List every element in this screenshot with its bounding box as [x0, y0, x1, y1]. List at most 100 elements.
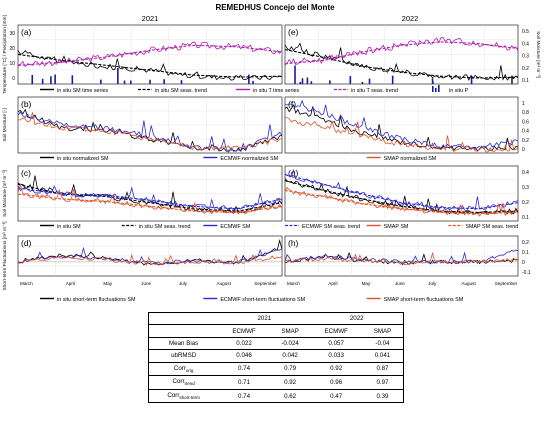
- series-line: [284, 251, 519, 266]
- series-line: [284, 116, 519, 153]
- precip-bar: [130, 80, 132, 84]
- table-cell: 0.96: [310, 375, 362, 390]
- row-label-subscript: short-term: [179, 395, 200, 401]
- table-cell: -0.024: [269, 337, 311, 351]
- table-cell: 0.92: [310, 362, 362, 377]
- year-label-2021: 2021: [142, 14, 159, 23]
- legend-label: ECMWF SM: [220, 224, 250, 230]
- precip-bar: [349, 76, 352, 84]
- row-label: Corrshort-term: [148, 389, 219, 404]
- right-tick-label: 0.1: [522, 78, 529, 84]
- trend-line: [17, 183, 283, 212]
- table-corner: [148, 324, 219, 338]
- panel-letter: (b): [21, 99, 32, 109]
- table-cell: 0.022: [218, 337, 270, 351]
- row-label: Mean Bias: [148, 337, 219, 351]
- row-label-subscript: trend: [184, 381, 195, 387]
- month-tick-label: July: [428, 281, 437, 286]
- series-line: [284, 99, 519, 150]
- left-tick-label: 10: [9, 61, 15, 67]
- statistics-table: 2021 2022 ECMWF SMAP ECMWF SMAP Mean Bia…: [148, 312, 404, 404]
- trend-line: [284, 174, 519, 210]
- table-cell: 0.041: [361, 349, 404, 363]
- table-cell: 0.046: [218, 349, 270, 363]
- legend-label: SMAP normalized SM: [384, 156, 437, 162]
- precip-bar: [361, 81, 364, 84]
- legend-label: in situ SM seas. trend: [139, 224, 191, 230]
- table-row: Corrshort-term 0.74 0.62 0.47 0.39: [148, 389, 404, 404]
- month-tick-label: April: [66, 281, 75, 286]
- right-tick-label: 0.2: [522, 240, 529, 246]
- table-cell: 0.97: [361, 375, 404, 390]
- table-header-years: 2021 2022: [148, 312, 404, 326]
- precip-bar: [180, 80, 183, 84]
- header-product: ECMWF: [310, 324, 362, 338]
- table-body: Mean Bias 0.022 -0.024 0.057 -0.04 ubRMSD 0.04…: [148, 337, 404, 404]
- table-cell: 0.79: [269, 362, 311, 377]
- right-tick-label: -0.1: [522, 270, 531, 276]
- precip-bar: [163, 79, 165, 84]
- series-line: [284, 41, 519, 65]
- figure-title: REMEDHUS Concejo del Monte: [215, 3, 335, 12]
- legend-label: ECMWF short-term fluctuations SM: [220, 297, 305, 303]
- row-label: ubRMSD: [148, 349, 219, 363]
- precip-bar: [54, 74, 56, 84]
- precip-bar: [511, 75, 513, 84]
- legend-label: in situ normalized SM: [57, 156, 109, 162]
- precip-bar: [100, 79, 102, 84]
- legend-swatch: [435, 88, 437, 92]
- panel-letter: (e): [288, 27, 299, 37]
- right-tick-label: 0.1: [522, 215, 529, 221]
- trend-line: [284, 189, 519, 215]
- panel-letter: (h): [288, 238, 299, 248]
- legend-swatch: [432, 86, 434, 92]
- table-cell: 0.033: [310, 349, 362, 363]
- legend-label: in situ SM seas. trend: [155, 88, 207, 94]
- right-tick-label: 1: [522, 101, 525, 107]
- series-line: [17, 112, 283, 152]
- month-tick-label: August: [461, 281, 476, 286]
- panels-group: (a) (e) 0.50.40.30.20.13020100Temperature …: [2, 15, 541, 303]
- trend-line: [284, 180, 519, 213]
- precip-bar: [294, 65, 296, 84]
- legend-label: in situ SM time series: [57, 88, 109, 94]
- header-year-2022: 2022: [310, 312, 404, 326]
- right-tick-label: 0.4: [522, 170, 529, 176]
- table-cell: 0.47: [310, 389, 362, 404]
- series-line: [284, 168, 519, 212]
- month-tick-label: March: [287, 281, 300, 286]
- y-axis-label: Soil Moisture [-]: [2, 108, 8, 141]
- precip-bar: [391, 75, 394, 84]
- month-tick-label: June: [141, 281, 151, 286]
- table-row: ubRMSD 0.046 0.042 0.033 0.041: [148, 349, 404, 363]
- trend-line: [17, 187, 283, 210]
- legend-label: SMAP SM: [384, 224, 409, 230]
- table-row: Corrorig 0.74 0.79 0.92 0.87: [148, 362, 404, 377]
- panel-letter: (d): [21, 238, 32, 248]
- precip-bar: [71, 75, 74, 84]
- precip-bar: [432, 80, 434, 84]
- series-line: [17, 108, 283, 152]
- legend-label: ECMWF SM seas. trend: [302, 224, 360, 230]
- right-tick-label: 0: [522, 260, 525, 266]
- header-product: SMAP: [269, 324, 311, 338]
- trend-line: [17, 193, 283, 213]
- precip-bar: [248, 74, 250, 84]
- table-corner: [148, 312, 219, 326]
- table-cell: 0.057: [310, 337, 362, 351]
- month-tick-label: May: [103, 281, 112, 286]
- precip-bar: [117, 67, 119, 84]
- right-tick-label: 0.2: [522, 138, 529, 144]
- legend-label: SMAP short-term fluctuations SM: [384, 297, 464, 303]
- table-cell: 0.87: [361, 362, 404, 377]
- precip-bar: [149, 79, 151, 84]
- series-line: [17, 44, 283, 67]
- row-label-subscript: orig: [185, 367, 194, 373]
- legend-label: in situ SM: [57, 224, 81, 230]
- series-line: [284, 104, 519, 152]
- left-tick-label: 30: [9, 31, 15, 37]
- table-cell: 0.92: [269, 375, 311, 390]
- year-label-2022: 2022: [402, 14, 419, 23]
- table-cell: 0.74: [218, 389, 270, 404]
- right-tick-label: 0.4: [522, 129, 529, 135]
